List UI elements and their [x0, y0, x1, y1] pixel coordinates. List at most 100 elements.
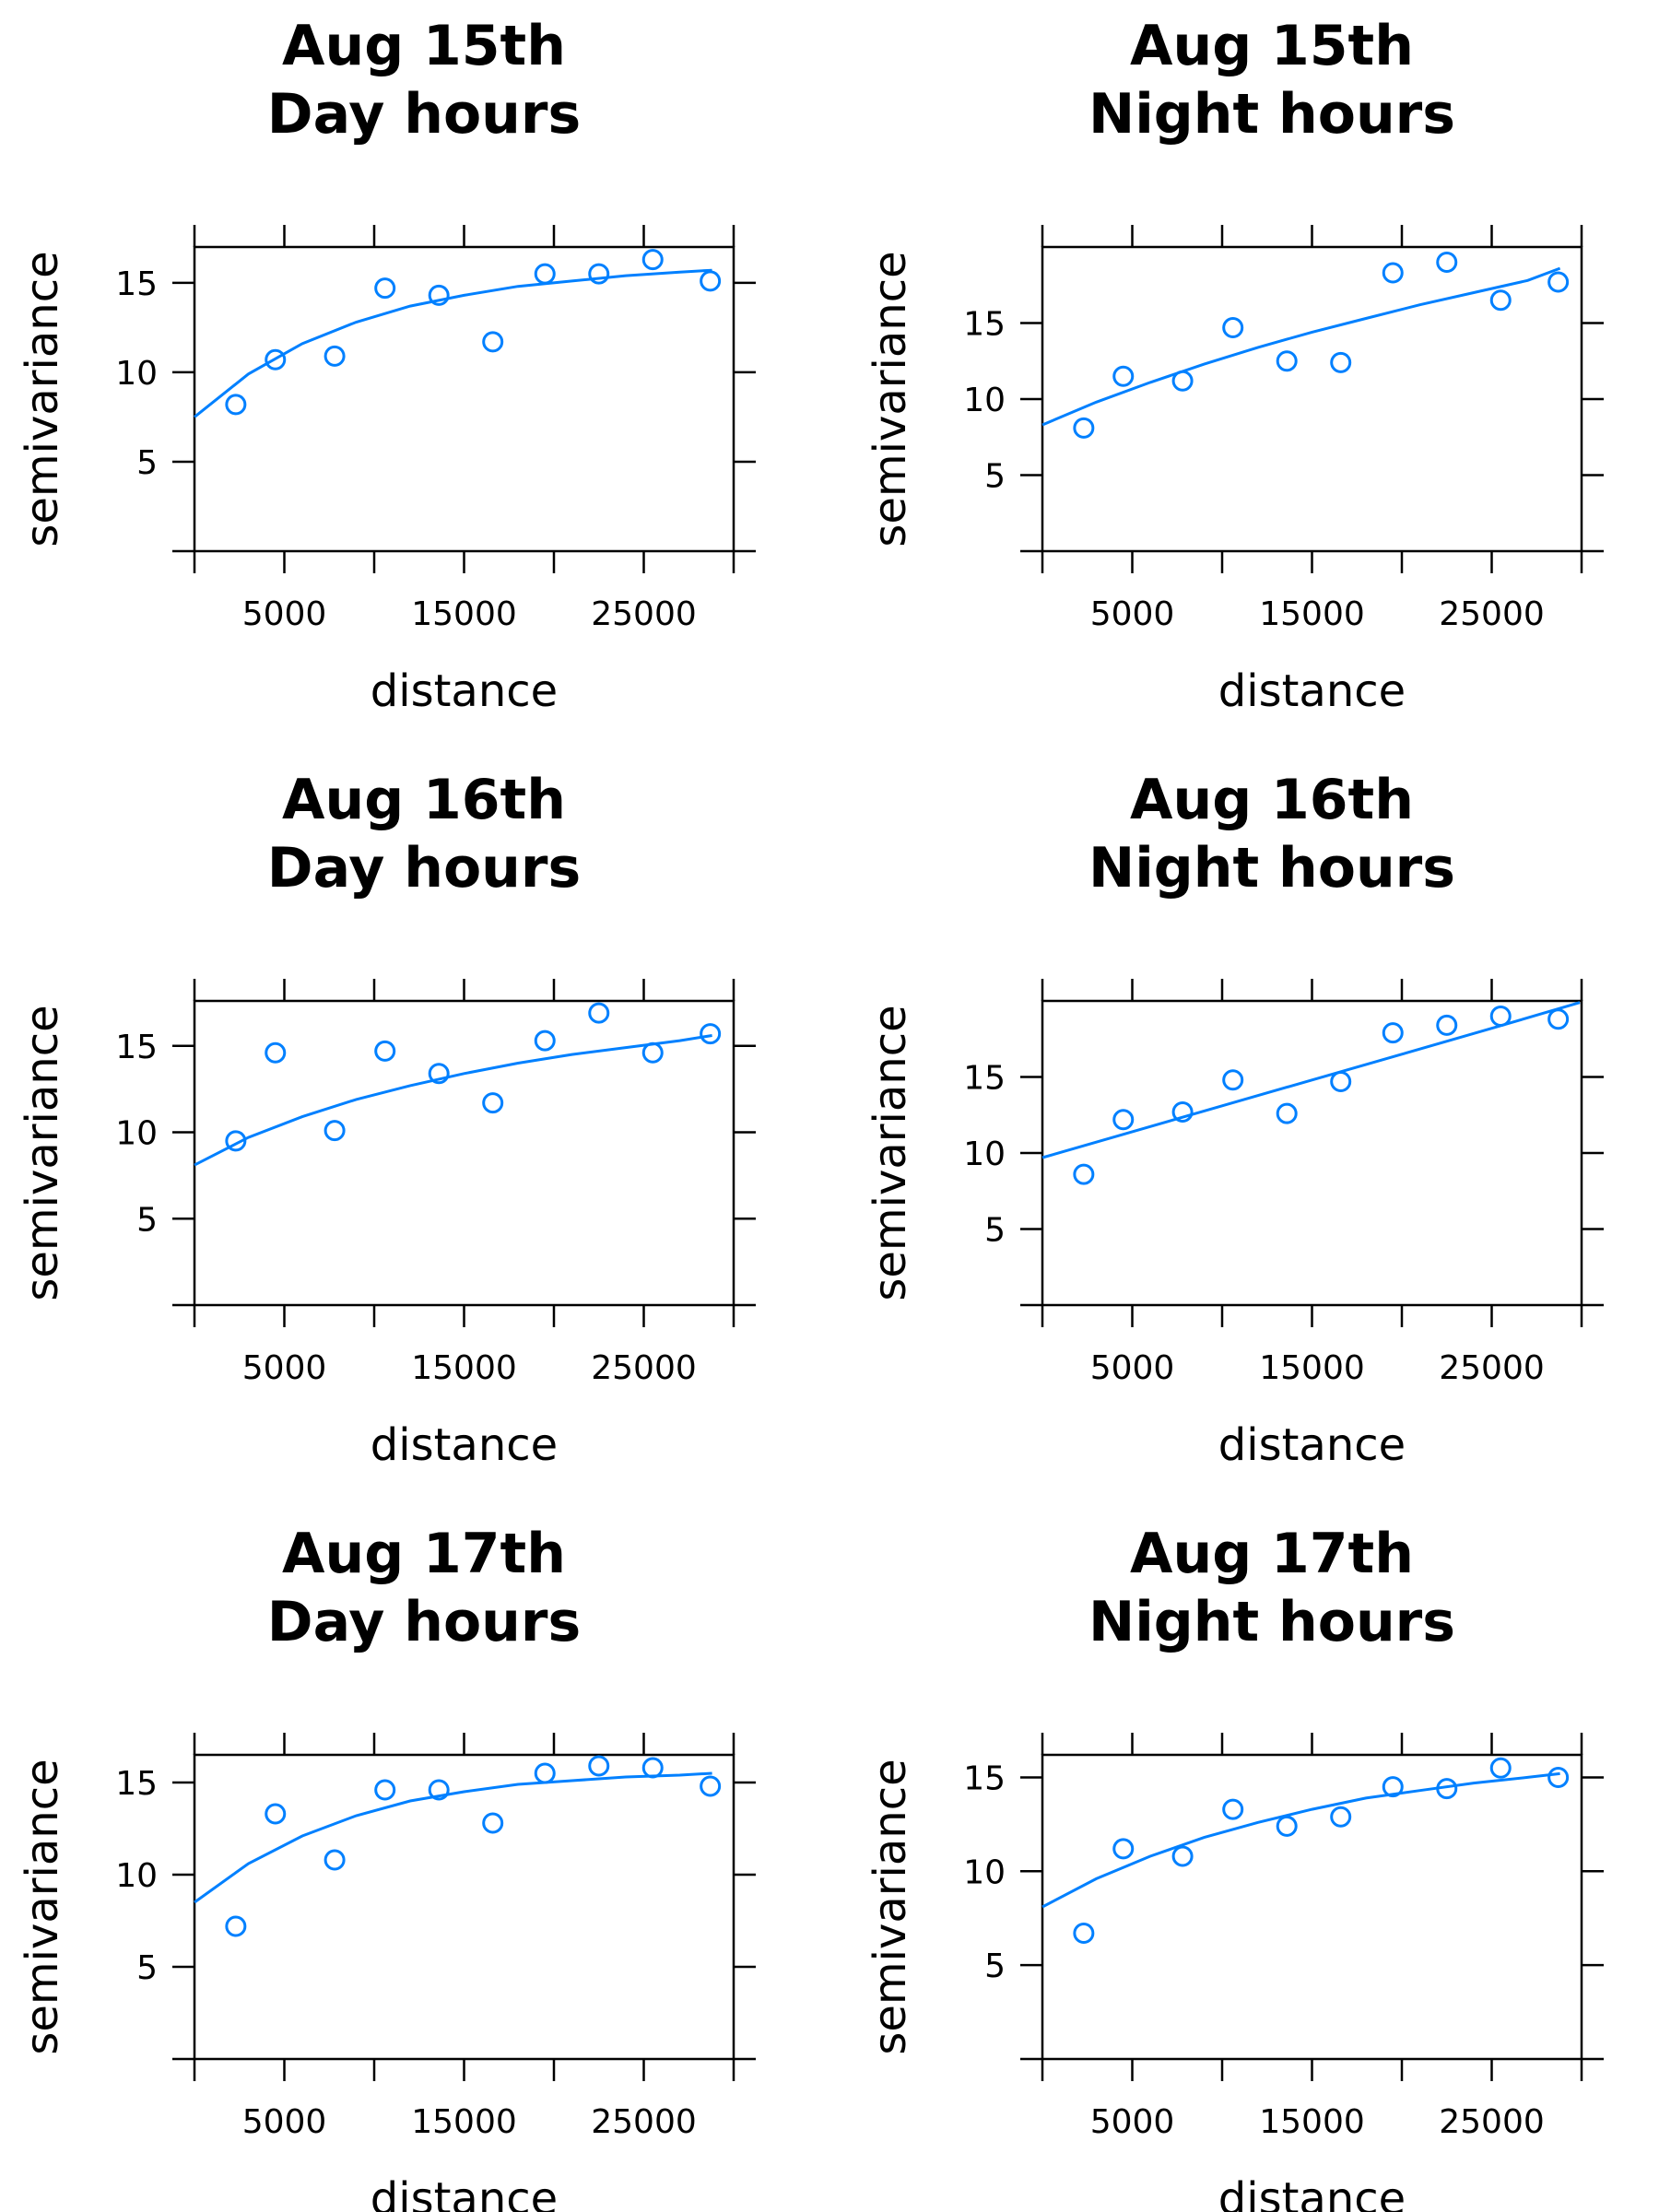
data-point [1171, 370, 1194, 392]
y-tick-label: 5 [984, 1212, 1006, 1250]
x-tick-label: 25000 [1439, 2103, 1545, 2141]
data-point [1436, 1778, 1458, 1800]
y-tick-label: 10 [115, 1115, 158, 1153]
x-tick-label: 25000 [591, 595, 697, 633]
plot-frame [193, 1753, 735, 2061]
y-axis-label: semivariance [865, 251, 916, 547]
y-axis-label: semivariance [17, 1005, 68, 1300]
y-axis-label: semivariance [17, 251, 68, 547]
data-point [1276, 350, 1298, 372]
panel-title-date: Aug 16th [282, 768, 566, 832]
x-tick-label: 5000 [242, 2103, 327, 2141]
plot-frame [193, 999, 735, 1307]
data-point [1489, 289, 1512, 312]
data-point [1382, 1022, 1404, 1044]
y-tick-label: 5 [984, 1947, 1006, 1985]
x-tick-label: 5000 [242, 1349, 327, 1387]
panel-title-period: Day hours [267, 1590, 581, 1654]
y-axis-label: semivariance [17, 1759, 68, 2054]
data-point [641, 1757, 664, 1779]
panel-title-period: Night hours [1088, 836, 1455, 900]
data-point [482, 1092, 504, 1114]
data-point [225, 1130, 247, 1152]
data-point [700, 1023, 722, 1045]
panel-title-date: Aug 17th [282, 1522, 566, 1586]
data-point [1489, 1006, 1512, 1027]
x-tick-label: 25000 [1439, 1349, 1545, 1387]
x-axis-label: distance [1218, 2173, 1406, 2212]
y-tick-label: 5 [984, 458, 1006, 496]
data-point [428, 1779, 450, 1801]
panel-title-date: Aug 17th [1130, 1522, 1414, 1586]
x-tick-label: 15000 [411, 2103, 517, 2141]
data-point [225, 1915, 247, 1937]
x-tick-label: 15000 [411, 595, 517, 633]
y-tick-label: 15 [963, 1060, 1006, 1098]
data-point [1222, 316, 1244, 338]
fitted-curve [1041, 266, 1561, 427]
x-axis-label: distance [1218, 665, 1406, 717]
x-tick-label: 5000 [242, 595, 327, 633]
data-point [1222, 1798, 1244, 1820]
panel-title-period: Day hours [267, 836, 581, 900]
x-axis-label: distance [371, 1419, 558, 1471]
x-tick-label: 25000 [591, 2103, 697, 2141]
plot-frame [193, 245, 735, 553]
data-point [324, 1120, 346, 1142]
data-point [1112, 1838, 1135, 1860]
y-tick-label: 5 [136, 444, 158, 482]
x-tick-label: 15000 [411, 1349, 517, 1387]
data-point [534, 1762, 556, 1784]
panel-title-date: Aug 15th [1130, 14, 1414, 78]
fitted-curve [1041, 1001, 1581, 1159]
plot-frame [1041, 245, 1583, 553]
data-point [1276, 1815, 1298, 1837]
data-point [265, 348, 287, 371]
y-tick-label: 15 [963, 1759, 1006, 1797]
data-point [1382, 1776, 1404, 1798]
x-tick-label: 5000 [1090, 595, 1175, 633]
data-point [1112, 1109, 1135, 1131]
y-tick-label: 10 [963, 382, 1006, 419]
y-tick-label: 15 [115, 1765, 158, 1803]
x-tick-label: 15000 [1259, 595, 1365, 633]
data-point [534, 263, 556, 285]
y-tick-label: 5 [136, 1949, 158, 1987]
panel-title-date: Aug 16th [1130, 768, 1414, 832]
data-point [1436, 252, 1458, 273]
y-tick-label: 10 [115, 1857, 158, 1895]
data-point [1276, 1102, 1298, 1124]
data-point [482, 331, 504, 353]
x-axis-label: distance [1218, 1419, 1406, 1471]
y-axis-label: semivariance [865, 1759, 916, 2054]
fitted-curve [194, 1771, 712, 1904]
data-point [588, 1002, 610, 1024]
x-tick-label: 15000 [1259, 2103, 1365, 2141]
y-tick-label: 15 [115, 265, 158, 303]
x-tick-label: 5000 [1090, 2103, 1175, 2141]
data-point [1171, 1100, 1194, 1123]
data-point [534, 1030, 556, 1052]
panel-title-period: Night hours [1088, 1590, 1455, 1654]
plot-frame [1041, 999, 1583, 1307]
data-point [1073, 1163, 1095, 1185]
data-point [1330, 1806, 1352, 1828]
panel-title-period: Night hours [1088, 82, 1455, 147]
data-point [1547, 1766, 1570, 1788]
x-tick-label: 25000 [591, 1349, 697, 1387]
data-point [588, 263, 610, 285]
fitted-curve [1041, 1771, 1560, 1909]
data-point [1382, 262, 1404, 284]
data-point [225, 394, 247, 416]
data-point [1112, 365, 1135, 387]
y-tick-label: 10 [963, 1853, 1006, 1891]
y-tick-label: 10 [115, 355, 158, 393]
data-point [265, 1803, 287, 1825]
panel-title-period: Day hours [267, 82, 581, 147]
